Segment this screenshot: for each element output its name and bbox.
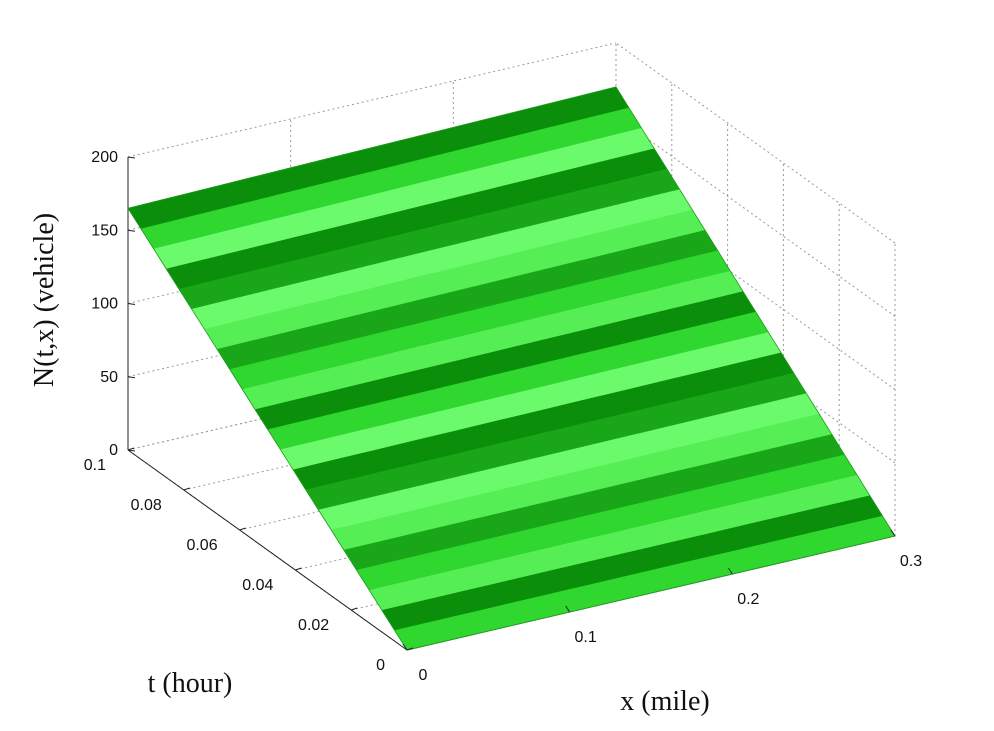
x-tick-mark — [402, 643, 408, 651]
z-tick-label: 200 — [91, 149, 118, 166]
x-tick-label: 0.2 — [737, 591, 759, 608]
surface-outline — [127, 86, 896, 651]
grid-line — [615, 42, 896, 244]
tick-labels: 00.10.20.300.020.040.060.080.10501001502… — [84, 149, 922, 684]
z-tick-label: 0 — [109, 442, 118, 459]
z-tick-mark — [127, 449, 136, 452]
x-tick-mark — [727, 567, 733, 575]
y-tick-mark — [183, 487, 190, 491]
y-tick-mark — [351, 607, 358, 611]
y-tick-mark — [239, 527, 246, 531]
y-axis-label: t (hour) — [148, 668, 233, 699]
grid-line — [127, 42, 617, 158]
x-tick-label: 0 — [419, 667, 428, 684]
z-tick-mark — [127, 156, 136, 159]
z-tick-label: 100 — [91, 296, 118, 313]
z-axis-label: N(t,x) (vehicle) — [29, 213, 60, 387]
y-tick-label: 0.06 — [186, 537, 217, 554]
z-tick-label: 150 — [91, 222, 118, 239]
grid-line — [615, 115, 896, 317]
x-axis-label: x (mile) — [620, 686, 709, 717]
axis-line — [127, 449, 408, 651]
y-tick-label: 0.04 — [242, 577, 273, 594]
y-tick-label: 0.02 — [298, 617, 329, 634]
surface — [127, 86, 896, 651]
x-tick-label: 0.1 — [575, 629, 597, 646]
z-tick-label: 50 — [100, 369, 118, 386]
y-tick-label: 0.1 — [84, 457, 106, 474]
x-tick-mark — [565, 605, 571, 613]
y-tick-mark — [295, 567, 302, 571]
z-tick-mark — [127, 376, 136, 379]
y-tick-mark — [406, 647, 414, 651]
y-tick-label: 0.08 — [131, 497, 162, 514]
z-tick-mark — [127, 229, 136, 232]
x-tick-mark — [890, 529, 896, 537]
z-tick-mark — [127, 303, 136, 305]
x-tick-label: 0.3 — [900, 553, 922, 570]
y-tick-label: 0 — [376, 657, 385, 674]
